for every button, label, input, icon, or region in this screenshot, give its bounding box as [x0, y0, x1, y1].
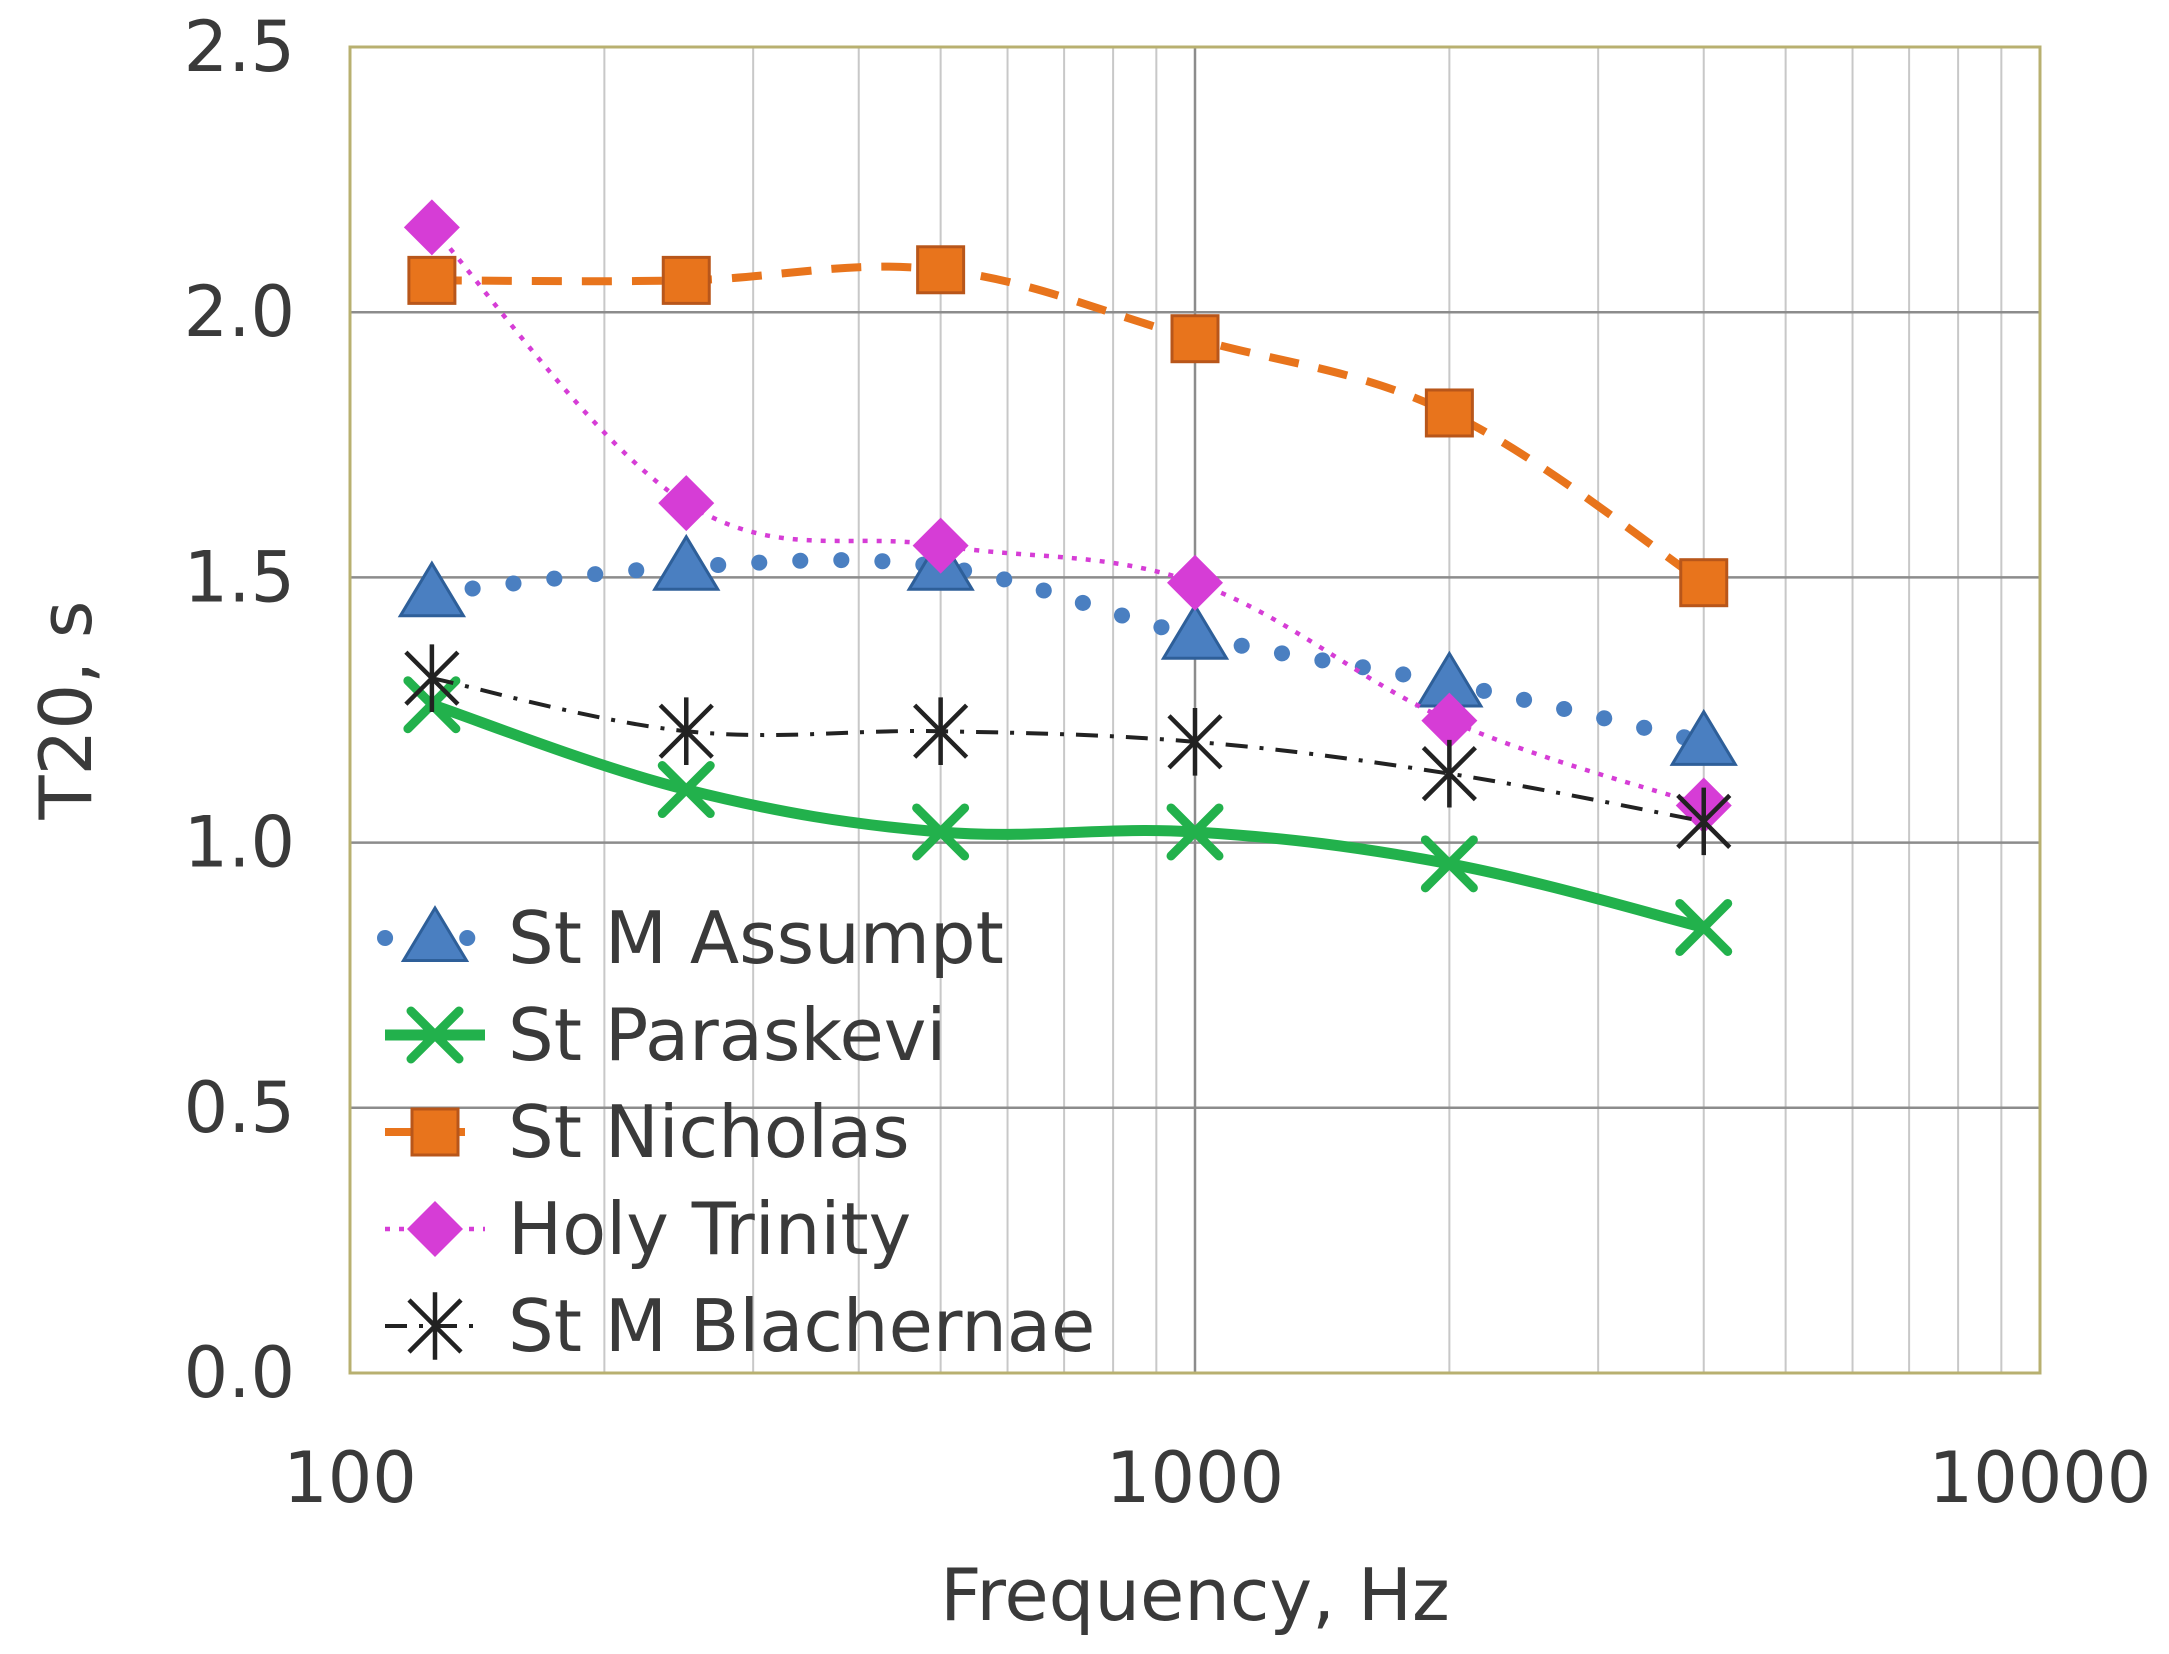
legend-item-st-paraskevi: St Paraskevi: [385, 993, 946, 1077]
data-point-holy-trinity: [658, 475, 715, 532]
legend-label: St M Blachernae: [508, 1284, 1095, 1368]
marker-stroke: [912, 803, 970, 861]
data-point-st-paraskevi: [657, 761, 715, 819]
y-tick-label: 2.0: [184, 271, 295, 353]
data-point-st-m-assumpt: [397, 560, 467, 618]
legend-label: St Nicholas: [508, 1090, 910, 1174]
legend-label: Holy Trinity: [508, 1187, 911, 1271]
series-line-st-m-assumpt: [423, 552, 1712, 750]
data-point-st-m-assumpt: [1160, 602, 1230, 660]
data-point-st-m-blachernae: [1167, 708, 1223, 776]
marker-stroke: [657, 761, 715, 819]
y-tick-label: 0.0: [184, 1332, 295, 1414]
y-axis-title: T20, s: [24, 601, 108, 821]
marker-stroke: [406, 1006, 464, 1064]
data-point-holy-trinity: [912, 517, 969, 574]
plot-area-border: [348, 45, 2042, 1375]
data-point-st-m-blachernae: [1676, 787, 1732, 856]
series-st-nicholas: [407, 245, 1729, 608]
plot-frame: [348, 45, 2042, 1375]
y-tick-label: 2.5: [184, 6, 295, 88]
data-point-st-paraskevi: [1166, 803, 1224, 861]
series-layer: [397, 199, 1738, 956]
data-point-st-paraskevi: [1675, 898, 1733, 956]
series-holy-trinity: [403, 199, 1732, 834]
x-tick-label: 100: [283, 1437, 417, 1519]
legend-marker: [407, 1292, 463, 1360]
data-point-st-m-blachernae: [913, 697, 969, 766]
legend-marker: [410, 1107, 460, 1157]
series-line-st-nicholas: [431, 262, 1706, 587]
data-point-holy-trinity: [1421, 692, 1478, 749]
series-st-m-assumpt: [397, 533, 1738, 766]
series-line-st-paraskevi: [430, 699, 1706, 933]
marker-stroke: [1675, 898, 1733, 956]
legend-marker: [400, 905, 470, 962]
series-line-st-m-blachernae: [431, 676, 1705, 824]
legend-marker: [407, 1201, 463, 1257]
x-axis-title: Frequency, Hz: [940, 1553, 1450, 1637]
data-point-st-m-assumpt: [652, 533, 721, 591]
legend-label: St Paraskevi: [508, 993, 946, 1077]
data-point-st-nicholas: [1424, 388, 1474, 438]
data-point-holy-trinity: [1167, 554, 1223, 611]
data-point-st-nicholas: [661, 255, 711, 305]
legend-marker: [406, 1006, 464, 1064]
x-tick-label: 1000: [1106, 1437, 1284, 1519]
legend-item-holy-trinity: Holy Trinity: [385, 1187, 911, 1271]
data-point-st-paraskevi: [1420, 835, 1478, 893]
data-point-st-m-blachernae: [658, 697, 714, 766]
series-line-holy-trinity: [430, 225, 1705, 808]
legend-label: St M Assumpt: [508, 896, 1004, 980]
axis-layer: 0.0 0.5 1.0 1.5 2.0 2.5 100 1000 10000 Frequency,…: [24, 6, 2151, 1637]
marker-stroke: [1420, 835, 1478, 893]
data-point-st-nicholas: [407, 255, 457, 305]
data-point-st-nicholas: [1679, 558, 1729, 608]
y-tick-label: 0.5: [184, 1067, 295, 1149]
data-point-holy-trinity: [403, 199, 460, 256]
y-tick-label: 1.5: [184, 536, 295, 618]
data-point-st-paraskevi: [912, 803, 970, 861]
legend-item-st-m-assumpt: St M Assumpt: [377, 896, 1004, 980]
series-st-paraskevi: [403, 676, 1733, 956]
y-tick-label: 1.0: [184, 802, 295, 884]
data-point-st-nicholas: [916, 245, 966, 295]
data-point-st-m-blachernae: [404, 644, 460, 712]
legend-item-st-m-blachernae: St M Blachernae: [385, 1284, 1095, 1368]
legend-item-st-nicholas: St Nicholas: [385, 1090, 910, 1174]
data-point-st-m-blachernae: [1421, 739, 1477, 808]
data-point-st-m-assumpt: [1669, 708, 1738, 766]
x-tick-label: 10000: [1929, 1437, 2152, 1519]
marker-stroke: [1166, 803, 1224, 861]
data-point-st-nicholas: [1170, 314, 1220, 364]
legend: St M Assumpt St Paraskevi St Nicholas Holy …: [377, 896, 1095, 1368]
series-st-m-blachernae: [404, 644, 1732, 856]
